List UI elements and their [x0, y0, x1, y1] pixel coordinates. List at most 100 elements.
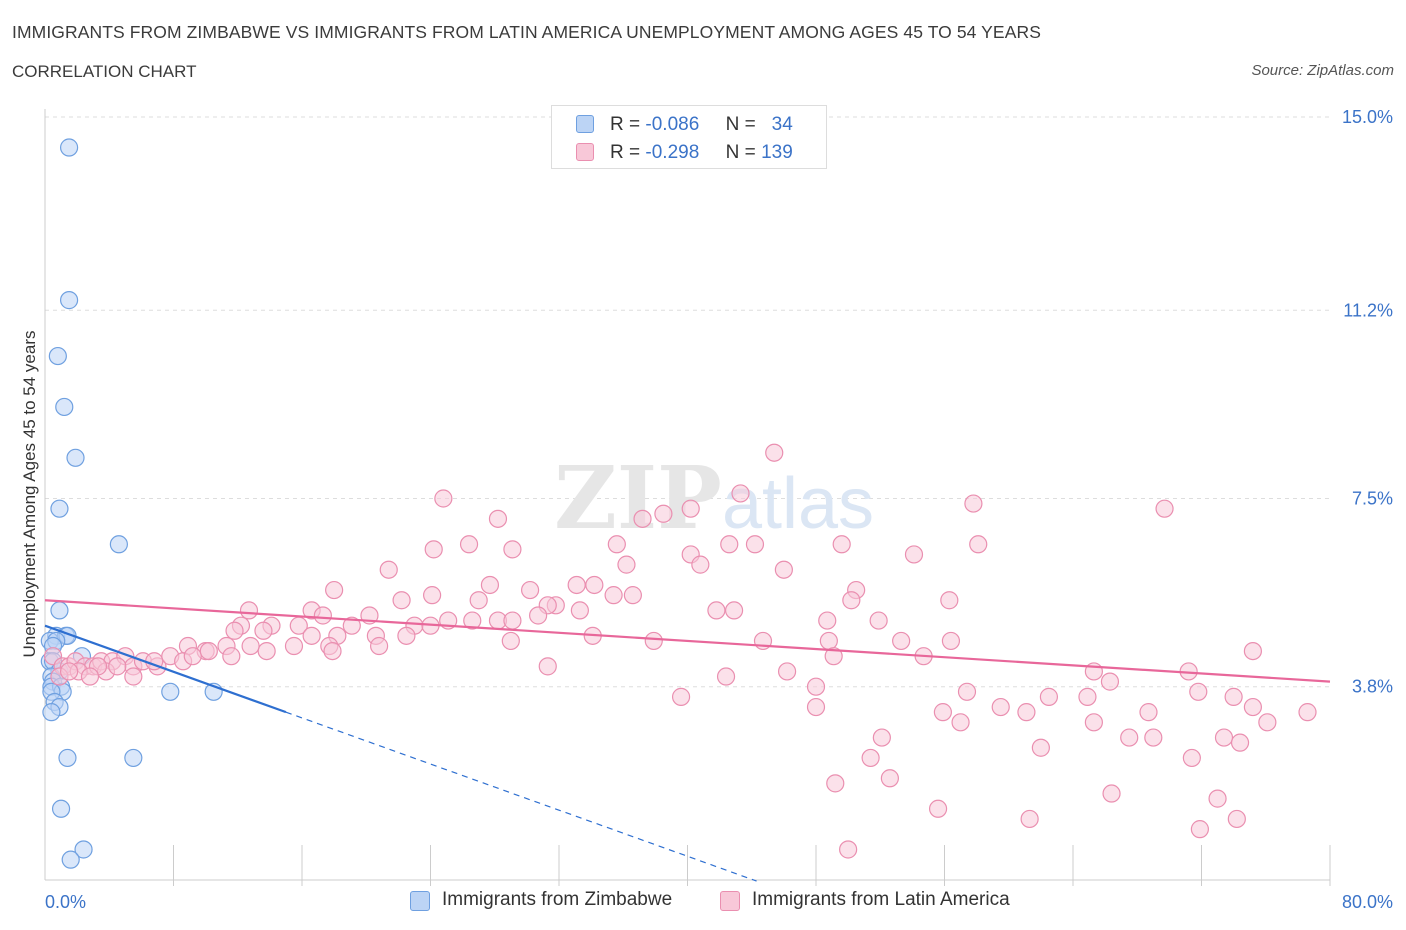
data-point-latin-america — [1214, 728, 1234, 747]
data-point-latin-america — [469, 591, 488, 610]
data-point-latin-america — [529, 606, 548, 625]
data-point-latin-america — [239, 601, 259, 620]
data-point-latin-america — [423, 586, 442, 605]
data-point-latin-america — [745, 535, 765, 554]
data-point-latin-america — [872, 728, 891, 747]
data-point-latin-america — [434, 489, 453, 508]
data-point-latin-america — [1224, 687, 1243, 706]
data-point-latin-america — [1243, 641, 1263, 661]
data-point-latin-america — [323, 641, 342, 661]
data-point-latin-america — [459, 535, 479, 554]
y-tick-label: 11.2% — [1343, 300, 1393, 320]
data-point-latin-america — [691, 555, 710, 574]
legend-swatch-zimbabwe — [576, 115, 594, 133]
x-tick-label: 0.0% — [45, 892, 86, 912]
data-point-latin-america — [424, 540, 443, 559]
data-point-latin-america — [720, 535, 739, 554]
data-point-zimbabwe — [59, 138, 79, 157]
data-point-latin-america — [241, 636, 260, 656]
legend-n-value: 34 — [771, 114, 793, 135]
data-point-latin-america — [257, 641, 276, 661]
trend-line-latin-america — [44, 599, 1331, 683]
data-point-latin-america — [765, 443, 784, 462]
data-point-latin-america — [707, 601, 726, 620]
data-point-latin-america — [904, 545, 924, 564]
data-point-latin-america — [957, 682, 977, 701]
data-point-latin-america — [681, 499, 700, 518]
data-point-latin-america — [826, 774, 845, 793]
data-point-latin-america — [869, 611, 888, 630]
data-point-latin-america — [325, 580, 344, 600]
data-point-zimbabwe — [59, 291, 79, 310]
watermark-atlas: atlas — [722, 464, 874, 544]
legend-r-value: -0.298 — [645, 142, 700, 163]
trend-lines — [44, 599, 1331, 882]
data-point-latin-america — [1243, 697, 1263, 717]
data-point-latin-america — [570, 601, 589, 620]
data-point-latin-america — [1182, 748, 1201, 768]
data-point-latin-america — [731, 484, 750, 503]
data-point-latin-america — [1020, 809, 1039, 829]
data-point-latin-america — [861, 748, 880, 768]
data-point-latin-america — [604, 586, 623, 605]
data-point-latin-america — [124, 667, 143, 686]
data-point-latin-america — [1139, 703, 1158, 722]
data-point-latin-america — [623, 586, 642, 605]
data-point-latin-america — [501, 631, 520, 651]
data-point-latin-america — [951, 713, 970, 732]
data-point-latin-america — [880, 769, 899, 788]
data-point-latin-america — [617, 555, 636, 574]
bottom-legend-label-zimbabwe: Immigrants from Zimbabwe — [442, 889, 673, 910]
data-point-latin-america — [313, 606, 332, 625]
data-point-zimbabwe — [74, 840, 93, 859]
data-point-latin-america — [503, 540, 522, 559]
source-credit: Source: ZipAtlas.com — [1251, 62, 1394, 79]
data-point-latin-america — [199, 641, 218, 661]
data-point-latin-america — [777, 662, 797, 681]
data-point-latin-america — [806, 677, 826, 696]
data-point-latin-america — [1078, 687, 1097, 706]
trend-line-zimbabwe-extension — [285, 711, 757, 882]
data-point-latin-america — [928, 799, 948, 818]
data-point-latin-america — [716, 667, 736, 686]
data-point-zimbabwe — [55, 397, 74, 417]
data-point-latin-america — [538, 657, 557, 676]
data-point-latin-america — [59, 662, 79, 681]
data-point-latin-america — [108, 657, 127, 676]
axis-layer — [44, 109, 1331, 886]
data-point-latin-america — [1039, 687, 1059, 706]
y-tick-label: 3.8% — [1352, 677, 1393, 697]
data-point-latin-america — [302, 626, 321, 645]
data-point-latin-america — [964, 494, 983, 513]
data-point-zimbabwe — [51, 799, 71, 818]
data-point-zimbabwe — [50, 499, 69, 518]
data-point-latin-america — [1120, 728, 1139, 747]
legend-n-value: 139 — [761, 142, 793, 163]
data-point-latin-america — [1102, 784, 1121, 803]
grid-layer — [45, 116, 1330, 688]
data-point-latin-america — [392, 591, 411, 610]
data-point-latin-america — [671, 687, 691, 706]
data-point-latin-america — [503, 611, 522, 630]
data-point-latin-america — [644, 631, 663, 651]
y-axis-title: Unemployment Among Ages 45 to 54 years — [20, 331, 39, 658]
series-latin-america-points — [43, 443, 1317, 859]
data-point-latin-america — [1208, 789, 1227, 808]
watermark-zip: ZIP — [554, 448, 722, 549]
data-point-zimbabwe — [58, 748, 77, 768]
data-point-latin-america — [585, 575, 604, 595]
data-point-latin-america — [1144, 728, 1163, 747]
legend-n-label: N = — [725, 114, 756, 135]
data-point-zimbabwe — [124, 748, 143, 768]
data-point-latin-america — [633, 509, 652, 528]
data-point-latin-america — [480, 575, 500, 595]
chart-subtitle: CORRELATION CHART — [12, 62, 197, 81]
data-point-latin-america — [370, 636, 389, 656]
data-point-latin-america — [397, 626, 416, 645]
data-point-latin-america — [342, 616, 361, 635]
data-point-latin-america — [806, 697, 826, 717]
data-point-latin-america — [567, 575, 586, 595]
data-point-latin-america — [463, 611, 482, 630]
data-point-latin-america — [991, 697, 1010, 717]
